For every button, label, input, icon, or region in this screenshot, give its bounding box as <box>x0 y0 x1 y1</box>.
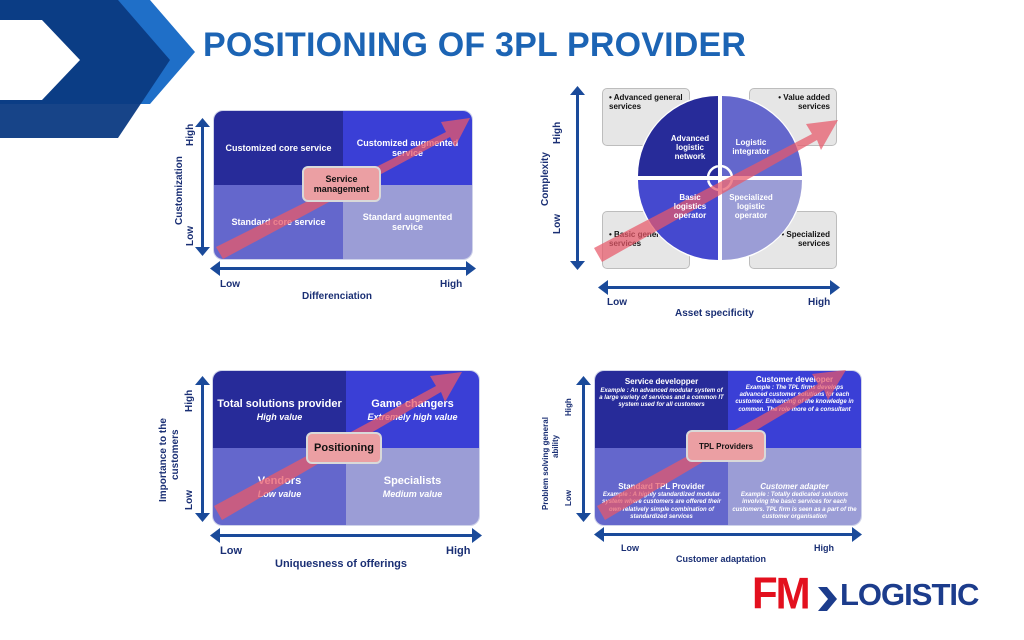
segment-label-advanced: Advanced logistic network <box>665 134 715 161</box>
circle-diagram <box>636 94 804 262</box>
segment-label: Specialized logistic operator <box>729 193 773 220</box>
y-axis-line <box>201 382 204 514</box>
y-axis-title-line1: Importance to the <box>158 418 169 502</box>
y-axis-low: Low <box>185 226 196 246</box>
x-axis-line <box>602 533 854 536</box>
logo-chevron-icon <box>818 587 837 611</box>
chevron-cut-shape <box>0 20 80 100</box>
y-axis-high: High <box>185 123 196 146</box>
x-axis-high: High <box>446 545 471 557</box>
quadrant-title: Game changers <box>371 397 454 410</box>
y-axis-line <box>582 382 585 514</box>
quadrant-text: Example : An advanced modular system of … <box>599 388 724 409</box>
y-axis-title: Customization <box>174 156 185 225</box>
quadrant-text: Example : Totally dedicated solutions in… <box>732 492 857 520</box>
quadrant-subtitle: Medium value <box>382 488 443 499</box>
y-axis-high: High <box>564 398 573 416</box>
center-label: Service management <box>313 174 370 194</box>
x-axis-arrowheads <box>598 280 840 295</box>
y-axis-title: Complexity <box>540 152 551 206</box>
fm-logistic-logo: FM LOGISTIC <box>752 569 1002 624</box>
center-label: TPL Providers <box>698 441 754 451</box>
x-axis-arrowheads <box>594 527 862 542</box>
x-axis-low: Low <box>621 543 639 553</box>
x-axis-low: Low <box>607 297 627 308</box>
y-axis-high: High <box>552 121 563 144</box>
y-axis-line <box>201 124 204 248</box>
x-axis-arrowheads <box>210 261 476 276</box>
note-text: • Value added services <box>778 93 830 111</box>
quadrant-subtitle: Extremely high value <box>367 411 458 422</box>
center-box-service-management: Service management <box>302 166 381 202</box>
segment-label: Advanced logistic network <box>670 134 710 161</box>
logo-fm-text: FM <box>752 568 811 619</box>
quadrant-title: Standard TPL Provider <box>618 482 705 492</box>
y-axis-low: Low <box>552 214 563 234</box>
y-axis-high: High <box>184 389 195 412</box>
quadrant-label: Standard core service <box>231 217 326 227</box>
quadrant-title: Total solutions provider <box>217 397 342 410</box>
quadrant-label: Customized core service <box>225 143 332 153</box>
center-box-positioning: Positioning <box>306 432 382 464</box>
segment-label-basic: Basic logistics operator <box>665 193 715 220</box>
quadrant-title: Specialists <box>383 474 442 487</box>
y-axis-low: Low <box>184 490 195 510</box>
quadrant-subtitle: Low value <box>257 488 302 499</box>
y-axis-line <box>576 92 579 264</box>
y-axis-arrowheads <box>195 118 210 256</box>
y-axis-arrowheads <box>576 376 591 522</box>
quadrant-title: Customer adapter <box>760 482 829 492</box>
page-title: POSITIONING OF 3PL PROVIDER <box>203 26 747 64</box>
note-text: • Advanced general services <box>609 93 683 111</box>
y-axis-arrowheads <box>195 376 210 522</box>
segment-label: Logistic integrator <box>732 138 770 156</box>
x-axis-high: High <box>814 543 834 553</box>
segment-basic-logistics-operator <box>638 180 718 260</box>
y-axis-title-line1: Problem solving general <box>541 417 550 510</box>
x-axis-line <box>219 267 467 270</box>
quadrant-title: Customer developer <box>755 375 834 384</box>
quadrant-label: Standard augmented service <box>362 212 453 232</box>
quadrant-text: Example : A highly standardized modular … <box>602 492 721 520</box>
logo-logistic-text: LOGISTIC <box>840 577 979 612</box>
center-label: Positioning <box>314 442 374 454</box>
segment-label: Basic logistics operator <box>673 193 707 220</box>
corner-chevron-decoration <box>0 0 195 138</box>
y-axis-title-line2: ability <box>551 434 560 458</box>
y-axis-arrowheads <box>570 86 585 270</box>
segment-specialized-logistic-operator <box>722 180 802 260</box>
x-axis-high: High <box>440 279 463 290</box>
x-axis-line <box>219 534 473 537</box>
x-axis-high: High <box>808 297 831 308</box>
x-axis-title: Uniquesness of offerings <box>275 558 408 570</box>
quadrant-title: Vendors <box>257 474 302 487</box>
quadrant-subtitle: High value <box>256 411 303 422</box>
quadrant-label: Customized augmented service <box>356 138 459 158</box>
x-axis-low: Low <box>220 545 242 557</box>
segment-label-specialized: Specialized logistic operator <box>722 193 780 220</box>
x-axis-line <box>606 286 832 289</box>
quadrant-title: Service developper <box>624 377 699 386</box>
quadrant-text: Example : The TPL firms develops advance… <box>735 385 854 413</box>
x-axis-arrowheads <box>210 528 482 543</box>
x-axis-title: Asset specificity <box>675 308 754 319</box>
x-axis-title: Customer adaptation <box>676 554 767 564</box>
x-axis-low: Low <box>220 279 240 290</box>
segment-label-integrator: Logistic integrator <box>726 138 776 156</box>
segment-logistic-integrator <box>722 96 802 176</box>
y-axis-low: Low <box>564 490 573 506</box>
center-box-tpl-providers: TPL Providers <box>686 430 766 462</box>
x-axis-title: Differenciation <box>302 291 373 302</box>
y-axis-title-line2: customers <box>170 429 181 480</box>
